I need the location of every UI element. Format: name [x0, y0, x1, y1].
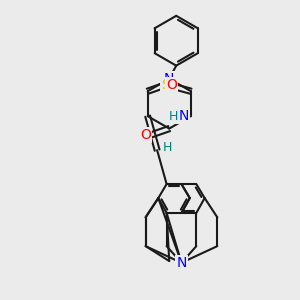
Text: O: O — [140, 128, 151, 142]
Text: S: S — [161, 78, 170, 92]
Text: N: N — [164, 72, 174, 86]
Text: N: N — [178, 109, 189, 123]
Text: N: N — [176, 256, 187, 270]
Text: H: H — [163, 141, 172, 154]
Text: H: H — [169, 110, 178, 123]
Text: O: O — [166, 78, 177, 92]
